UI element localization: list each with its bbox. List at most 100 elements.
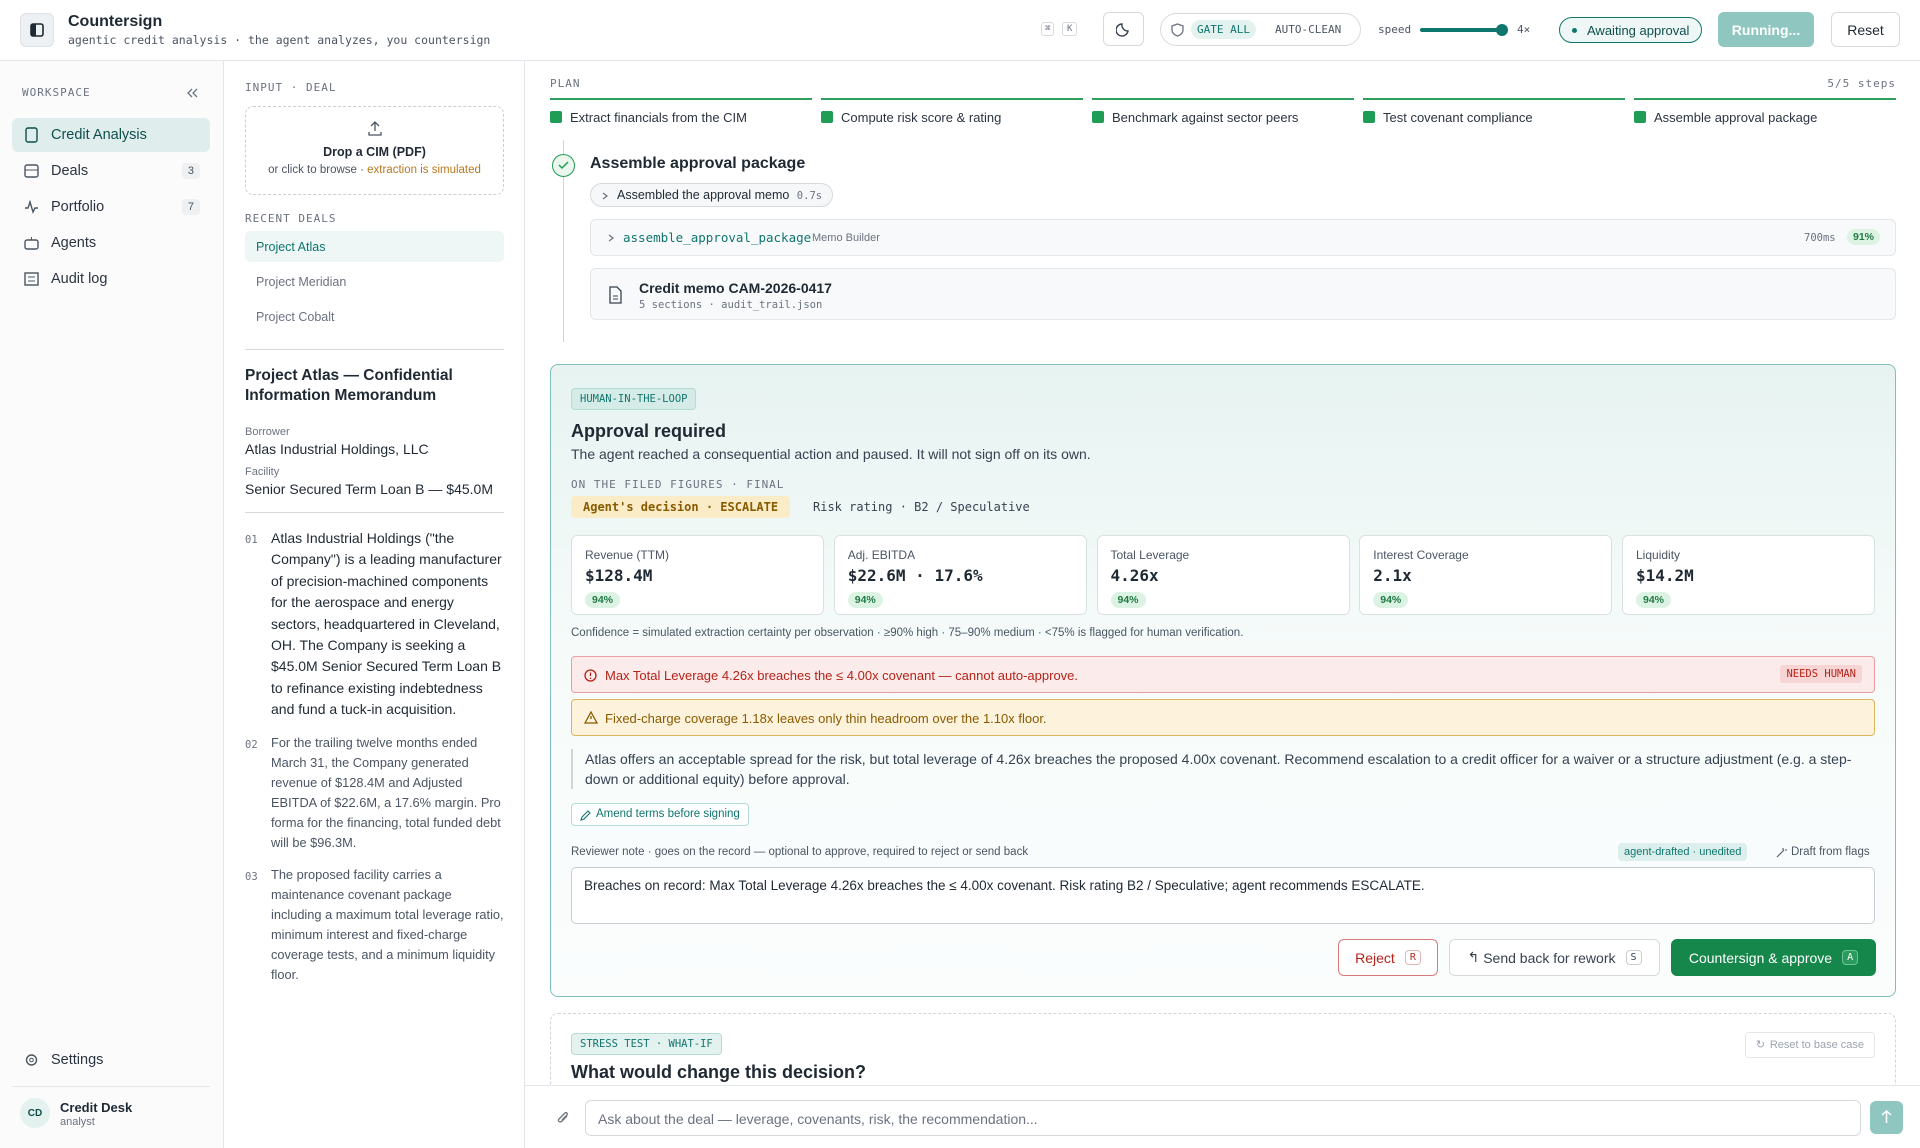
metric-card: Liquidity $14.2M 94%	[1622, 535, 1875, 615]
nav-item[interactable]: Credit Analysis	[12, 118, 210, 152]
composer: Ask about the deal — leverage, covenants…	[525, 1085, 1920, 1148]
approve-button[interactable]: Countersign & approve A	[1671, 939, 1876, 976]
paragraph: 03 The proposed facility carries a mainte…	[245, 865, 505, 985]
reset-button[interactable]: Reset	[1831, 12, 1900, 47]
metric-card: Total Leverage 4.26x 94%	[1096, 535, 1350, 615]
user-role: analyst	[60, 1116, 95, 1128]
paragraph-text: Atlas Industrial Holdings ("the Company"…	[271, 530, 502, 718]
icon-path	[580, 810, 591, 821]
shortcut-key: A	[1842, 950, 1859, 965]
alert-text: Max Total Leverage 4.26x breaches the ≤ …	[605, 668, 1079, 683]
note-tag: agent-drafted · unedited	[1618, 843, 1748, 861]
nav-badge: 3	[181, 163, 200, 179]
nav-item[interactable]: Agents	[12, 226, 210, 260]
recent-deal[interactable]: Project Atlas	[245, 231, 504, 262]
section-label: INPUT · DEAL	[245, 81, 337, 94]
metric-label: Adj. EBITDA	[847, 548, 916, 562]
collapse-icon[interactable]	[186, 87, 198, 99]
nav-item[interactable]: Audit log	[12, 262, 210, 296]
metric-card: Revenue (TTM) $128.4M 94%	[571, 535, 824, 615]
running-button: Running...	[1718, 12, 1814, 47]
speed-thumb[interactable]	[1496, 24, 1508, 36]
approval-card: HUMAN-IN-THE-LOOP Approval required The …	[550, 364, 1896, 997]
step-summary[interactable]: Assembled the approval memo 0.7s	[590, 183, 834, 207]
metric-label: Liquidity	[1636, 548, 1681, 562]
icon-path	[602, 192, 608, 200]
sidebar-toggle[interactable]	[20, 13, 54, 47]
warning-icon	[584, 711, 598, 724]
gear-icon	[25, 1054, 38, 1066]
send-icon	[1881, 1110, 1892, 1123]
paragraph-text: The proposed facility carries a maintena…	[271, 867, 504, 982]
metric-value: $14.2M	[1636, 566, 1694, 585]
pencil-icon	[580, 810, 591, 821]
field-label: Borrower	[245, 426, 290, 438]
icon-path	[558, 161, 569, 170]
theme-toggle[interactable]	[1103, 12, 1144, 46]
top-bar: Countersign agentic credit analysis · th…	[0, 0, 1920, 61]
draft-button[interactable]: Draft from flags	[1776, 846, 1870, 858]
doc-title: Project Atlas — Confidential Information…	[245, 367, 453, 404]
attach-icon[interactable]	[555, 1108, 571, 1126]
note-textarea[interactable]: Breaches on record: Max Total Leverage 4…	[571, 867, 1875, 924]
nav-badge: 7	[181, 199, 200, 215]
alert-error: Max Total Leverage 4.26x breaches the ≤ …	[571, 656, 1875, 693]
rationale: Atlas offers an acceptable spread for th…	[571, 749, 1861, 789]
step-done-icon	[552, 154, 575, 177]
nav-item[interactable]: Deals 3	[12, 154, 210, 188]
amend-button[interactable]: Amend terms before signing	[571, 803, 749, 826]
tool-time: 700ms	[1804, 232, 1836, 244]
reset-base-button[interactable]: ↻ Reset to base case	[1744, 1032, 1875, 1058]
artifact-card[interactable]: Credit memo CAM-2026-0417 5 sections · a…	[590, 268, 1896, 320]
icon-part	[584, 669, 597, 682]
icon-path	[584, 711, 598, 724]
settings-item[interactable]: Settings	[12, 1043, 210, 1077]
metric-card: Adj. EBITDA $22.6M · 17.6% 94%	[833, 535, 1087, 615]
icon-path	[609, 286, 622, 304]
recent-deal[interactable]: Project Cobalt	[256, 310, 335, 324]
nav-item[interactable]: Portfolio 7	[12, 190, 210, 224]
decision-pill: Agent's decision · ESCALATE	[571, 496, 791, 518]
step-check	[1363, 111, 1375, 123]
speed-slider[interactable]	[1420, 28, 1503, 32]
paragraph-num: 02	[245, 739, 258, 751]
button-label: Reject	[1355, 949, 1395, 966]
step-label: Compute risk score & rating	[841, 110, 1002, 125]
recent-deal[interactable]: Project Meridian	[256, 275, 347, 289]
reset-icon: ↻	[1755, 1039, 1766, 1051]
send-button[interactable]	[1870, 1101, 1903, 1134]
artifact-meta: 5 sections · audit_trail.json	[639, 299, 823, 311]
icon-path	[557, 1111, 568, 1123]
speed-label: speed	[1378, 23, 1412, 36]
wand-icon	[1776, 848, 1787, 858]
approval-subtitle: The agent reached a consequential action…	[571, 446, 1091, 462]
icon-part	[29, 1057, 34, 1063]
icon-part	[24, 239, 39, 250]
reject-button[interactable]: Reject R	[1338, 939, 1438, 976]
send-back-button[interactable]: ↰ Send back for rework S	[1449, 939, 1660, 976]
nav-label: Settings	[51, 1052, 104, 1068]
panel-icon	[30, 23, 44, 37]
gate-all-toggle[interactable]: GATE ALL	[1191, 20, 1256, 39]
plan-step: Extract financials from the CIM	[550, 98, 812, 128]
drop-hint-row: or click to browse · extraction is simul…	[246, 164, 503, 176]
step-label: Extract financials from the CIM	[570, 110, 747, 125]
field-value: Atlas Industrial Holdings, LLC	[245, 441, 429, 457]
metric-value: $128.4M	[585, 566, 653, 585]
chevron-icon	[602, 192, 608, 200]
tool-name: assemble_approval_package	[623, 230, 812, 245]
chat-input[interactable]: Ask about the deal — leverage, covenants…	[585, 1100, 1861, 1136]
auto-clean-toggle[interactable]: AUTO-CLEAN	[1275, 23, 1342, 36]
metric-confidence: 94%	[1110, 592, 1146, 608]
note-text: Breaches on record: Max Total Leverage 4…	[584, 878, 1425, 893]
drop-zone[interactable]: Drop a CIM (PDF) or click to browse · ex…	[245, 106, 504, 195]
artifact-title: Credit memo CAM-2026-0417	[639, 280, 832, 296]
timeline-line	[563, 140, 564, 342]
approval-title: Approval required	[571, 421, 727, 441]
amend-label: Amend terms before signing	[596, 808, 740, 820]
tool-call[interactable]: assemble_approval_package Memo Builder 7…	[590, 219, 1896, 256]
icon-part	[31, 24, 36, 36]
tool-agent: Memo Builder	[812, 232, 880, 244]
